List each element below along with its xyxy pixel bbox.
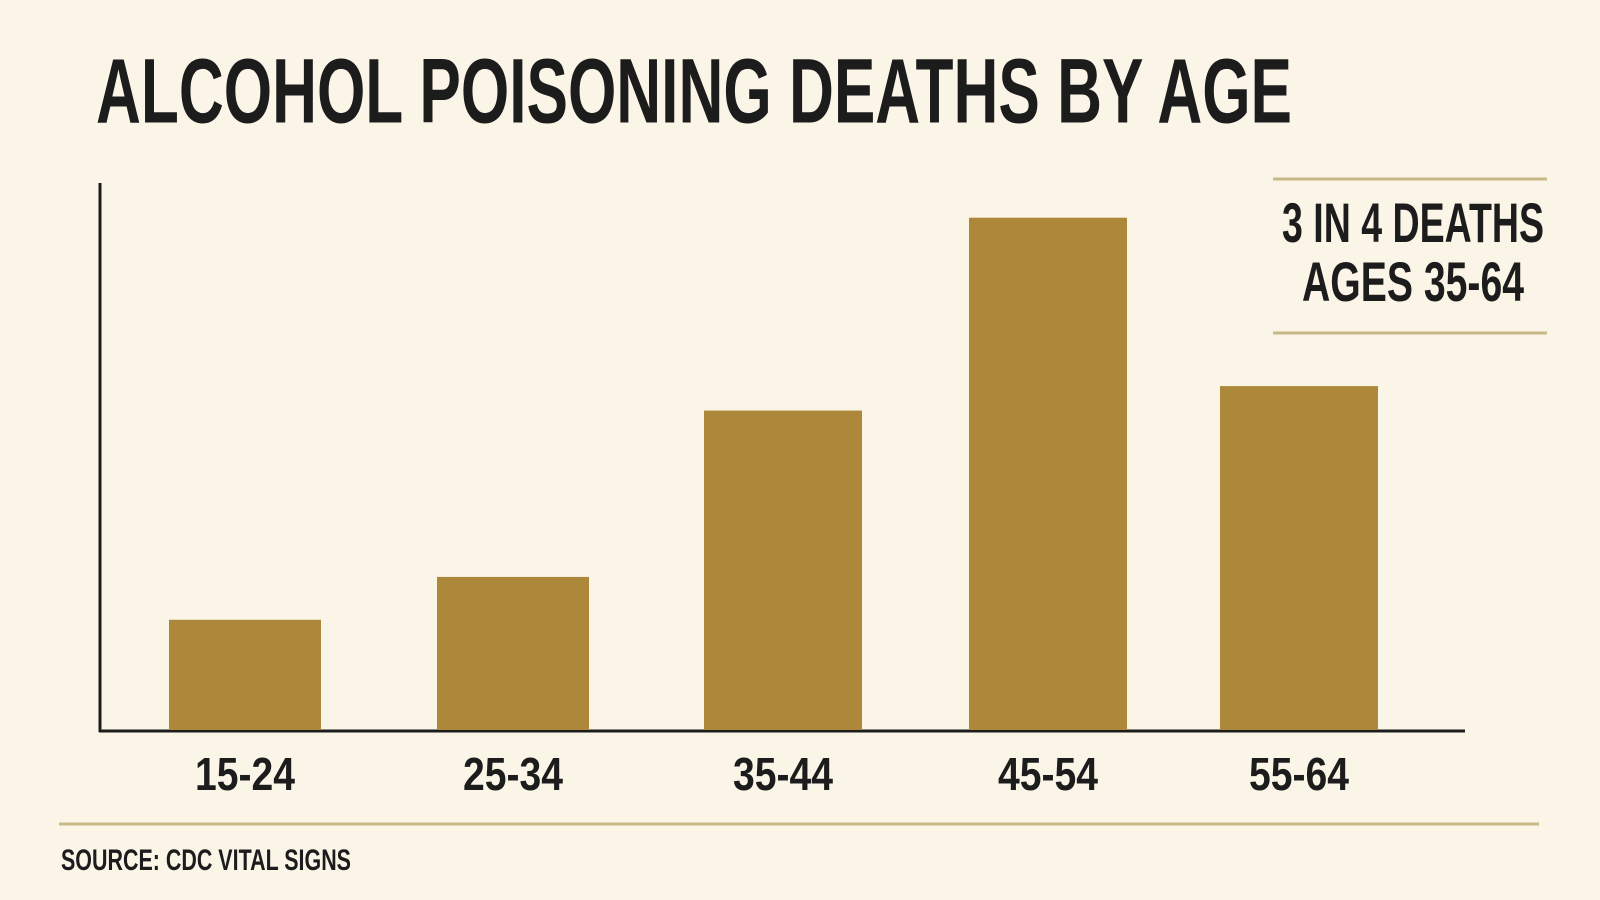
bar	[169, 619, 321, 730]
x-tick-label: 45-54	[998, 748, 1098, 800]
bar	[969, 217, 1127, 730]
bar	[437, 576, 589, 730]
x-tick-label: 25-34	[463, 748, 563, 800]
annotation-text: 3 IN 4 DEATHS	[1282, 191, 1544, 254]
bar	[1220, 386, 1378, 730]
x-tick-label: 55-64	[1249, 748, 1349, 800]
annotation-text: AGES 35-64	[1302, 250, 1524, 313]
x-tick-label: 35-44	[733, 748, 833, 800]
source: SOURCE: CDC VITAL SIGNS	[61, 844, 351, 877]
chart-title: ALCOHOL POISONING DEATHS BY AGE	[96, 40, 1292, 142]
bar	[704, 410, 862, 730]
x-tick-label: 15-24	[195, 748, 295, 800]
